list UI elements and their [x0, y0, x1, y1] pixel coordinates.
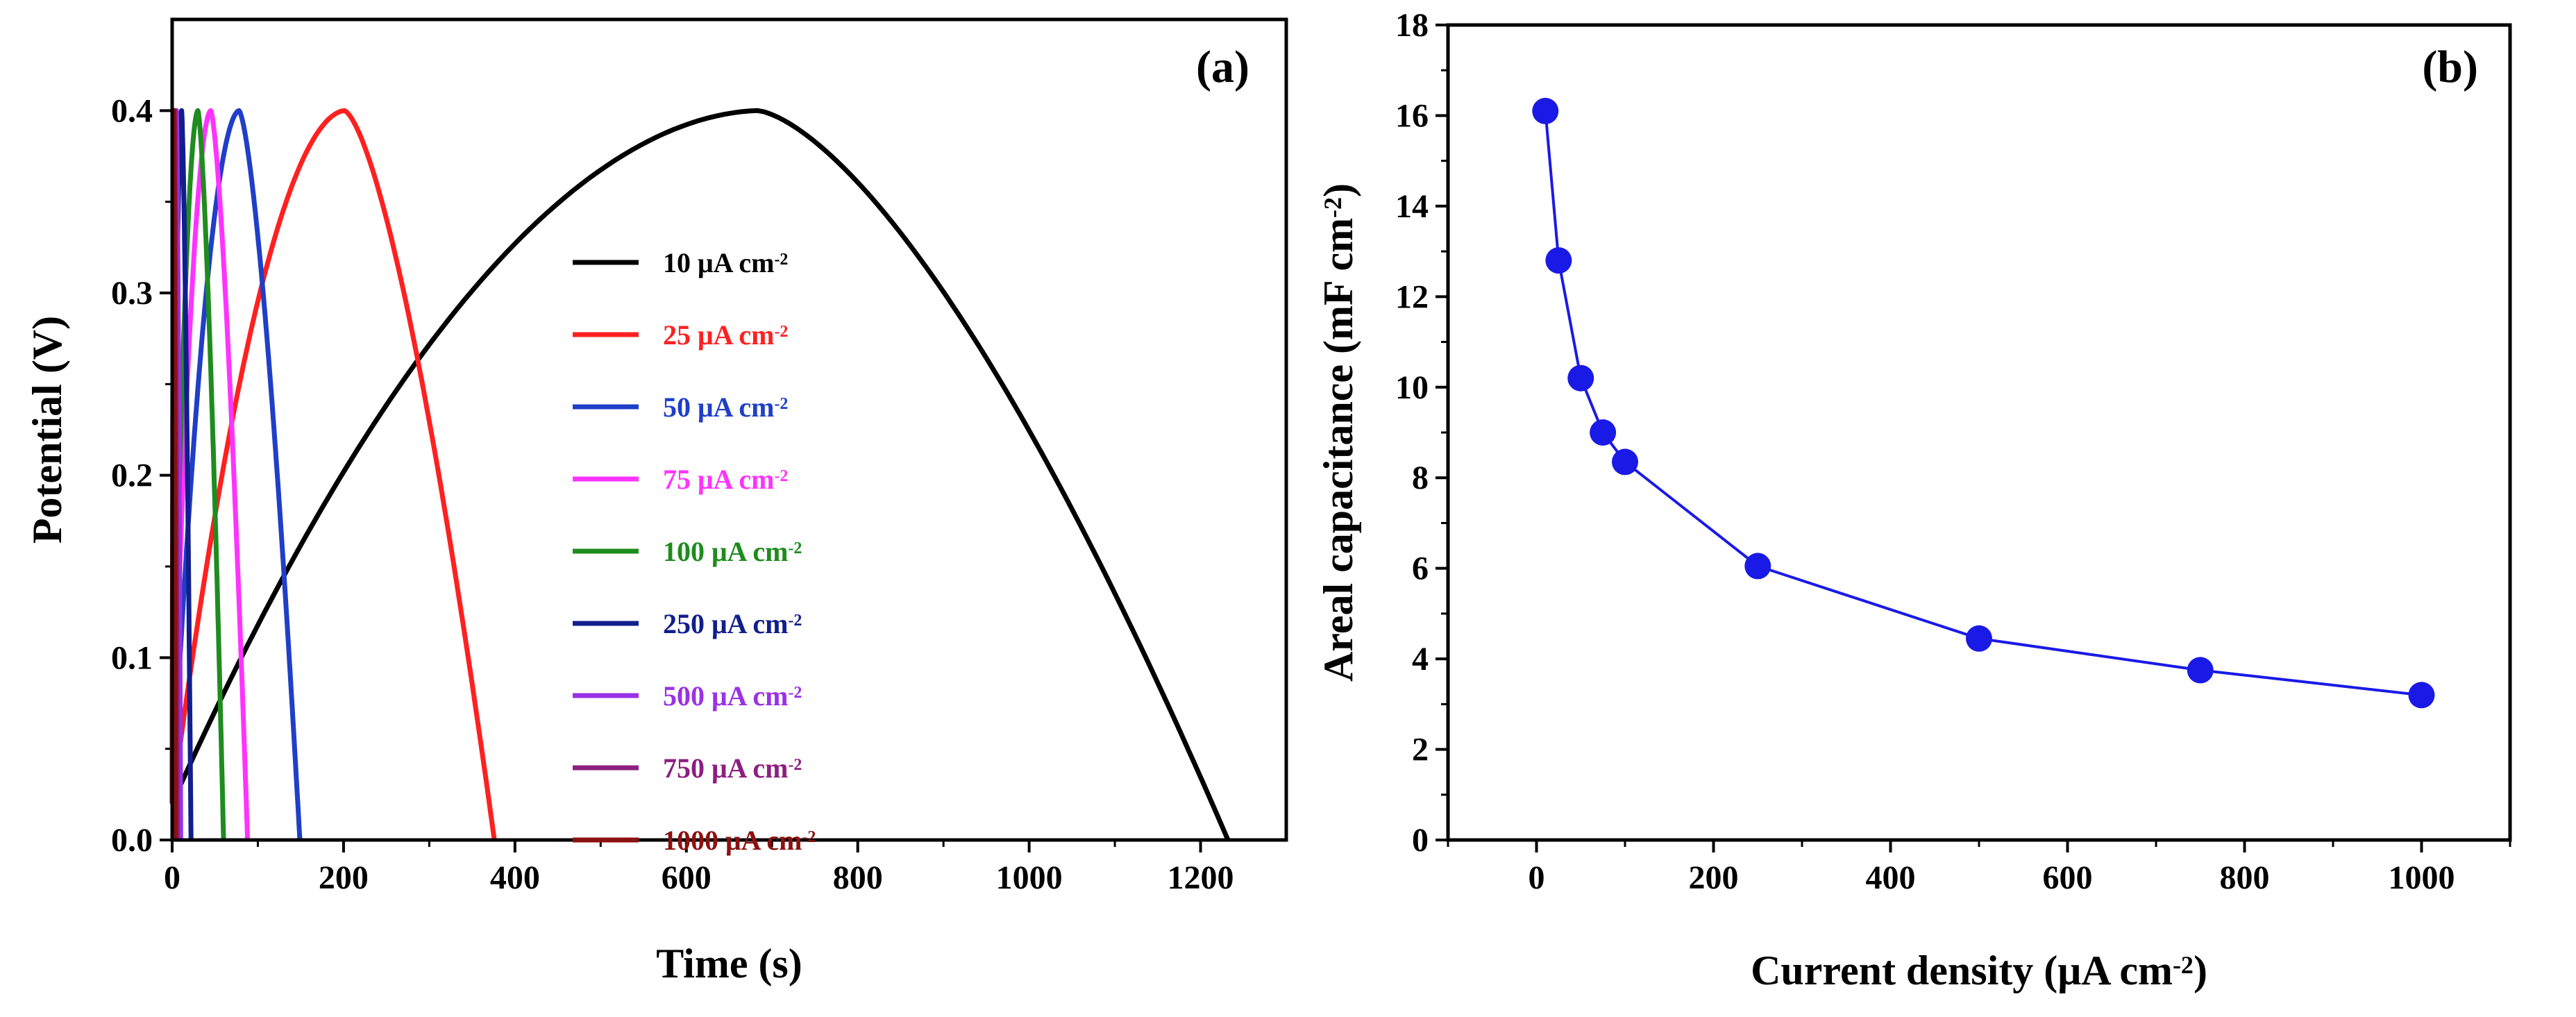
capacitance-series-line — [1544, 110, 2422, 697]
y-axis-title: Areal capacitance (mF cm-2) — [1315, 183, 1361, 682]
panel-label: (b) — [2422, 42, 2478, 92]
x-tick-label: 400 — [490, 859, 540, 896]
y-tick-label: 0.3 — [111, 275, 153, 312]
y-tick-label: 4 — [1412, 641, 1429, 678]
x-tick-label: 200 — [319, 859, 369, 896]
y-axis-title: Potential (V) — [24, 316, 70, 544]
plot-frame — [1446, 23, 2512, 842]
y-tick-label: 0.2 — [111, 457, 153, 494]
y-tick-label: 16 — [1395, 97, 1429, 134]
y-tick-label: 0.0 — [111, 822, 153, 859]
x-tick-label: 1000 — [2389, 859, 2455, 896]
legend-label: 50 μA cm-2 — [663, 392, 788, 423]
x-tick-label: 0 — [164, 859, 180, 896]
x-tick-label: 1000 — [996, 859, 1063, 896]
legend-label: 100 μA cm-2 — [663, 536, 802, 567]
y-tick-label: 0 — [1412, 822, 1429, 859]
y-tick-label: 14 — [1395, 188, 1429, 225]
x-tick-label: 0 — [1529, 859, 1545, 896]
capacitance-point — [1532, 97, 1559, 124]
capacitance-point — [1567, 364, 1594, 392]
gcd-curve-10 — [169, 108, 1231, 841]
y-tick-label: 2 — [1412, 732, 1429, 768]
gcd-chart-panel: 0 200 400 600 800 1000 1200 0.0 0.1 0.2 0.3 0.4 10 μ… — [24, 17, 1288, 986]
capacitance-point — [1590, 419, 1617, 446]
capacitance-point — [1744, 553, 1771, 580]
y-tick-label: 0.4 — [111, 92, 153, 129]
x-tick-label: 400 — [1866, 859, 1916, 896]
y-tick-label: 8 — [1412, 460, 1429, 496]
gcd-curve-25 — [169, 108, 497, 841]
legend-label: 500 μA cm-2 — [663, 680, 802, 712]
x-axis-title: Time (s) — [656, 941, 802, 986]
gcd-curve-50 — [169, 108, 303, 841]
x-tick-label: 200 — [1689, 859, 1739, 896]
plot-frame — [170, 17, 1288, 842]
x-tick-label: 600 — [2043, 859, 2093, 896]
y-tick-label: 10 — [1395, 369, 1429, 406]
legend-label: 25 μA cm-2 — [663, 319, 788, 351]
capacitance-point — [1612, 448, 1638, 476]
legend-label: 75 μA cm-2 — [663, 464, 788, 495]
capacitance-point — [1545, 247, 1572, 274]
legend-label: 1000 μA cm-2 — [663, 825, 816, 856]
y-tick-label: 6 — [1412, 550, 1429, 587]
legend-label: 10 μA cm-2 — [663, 247, 788, 278]
legend-label: 750 μA cm-2 — [663, 753, 802, 784]
panel-label: (a) — [1196, 42, 1249, 92]
y-tick-label: 0.1 — [111, 639, 153, 676]
y-tick-label: 12 — [1395, 278, 1429, 315]
x-tick-label: 800 — [2220, 859, 2270, 896]
x-tick-label: 800 — [833, 859, 883, 896]
capacitance-point — [2187, 657, 2214, 684]
x-axis-title: Current density (μA cm-2) — [1751, 948, 2207, 993]
capacitance-point — [2408, 682, 2435, 709]
x-tick-label: 1200 — [1168, 859, 1234, 896]
y-tick-label: 18 — [1395, 7, 1429, 44]
capacitance-point — [1966, 625, 1992, 652]
legend-label: 250 μA cm-2 — [663, 608, 802, 639]
x-tick-label: 600 — [662, 859, 712, 896]
capacitance-chart-panel: 0 200 400 600 800 1000 0 2 4 6 8 10 12 14 16 18 (b) Curre… — [1315, 7, 2512, 993]
